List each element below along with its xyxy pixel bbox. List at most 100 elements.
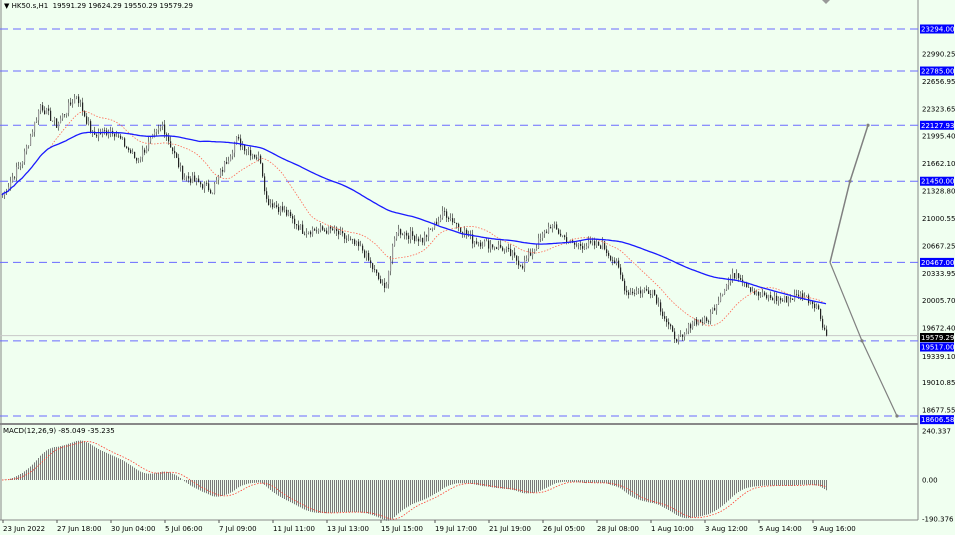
macd-tick-label: 0.00 — [922, 477, 938, 485]
candle-body — [124, 138, 126, 147]
candle-body — [324, 229, 326, 231]
candle-body — [488, 240, 490, 249]
candle-body — [82, 102, 84, 112]
candle-body — [786, 296, 788, 303]
candle-body — [284, 209, 286, 211]
candle-body — [754, 291, 756, 295]
candle-body — [784, 296, 786, 301]
candle-body — [560, 233, 562, 236]
candle-body — [30, 135, 32, 146]
candle-body — [782, 300, 784, 301]
candle-body — [322, 226, 324, 230]
candle-body — [422, 237, 424, 243]
candle-body — [22, 161, 24, 165]
candle-body — [372, 263, 374, 270]
candle-body — [524, 260, 526, 269]
candle-body — [778, 298, 780, 302]
candle-body — [414, 236, 416, 242]
candle-body — [584, 248, 586, 249]
price-tick-label: 21000.55 — [922, 215, 955, 223]
candle-body — [358, 241, 360, 247]
time-tick-label: 30 Jun 04:00 — [111, 525, 155, 533]
candle-body — [298, 225, 300, 230]
candle-body — [566, 237, 568, 243]
candle-body — [314, 229, 316, 231]
candle-body — [694, 319, 696, 322]
candle-body — [612, 260, 614, 262]
candle-body — [444, 211, 446, 212]
candle-body — [526, 258, 528, 261]
candle-body — [720, 295, 722, 302]
candle-body — [376, 269, 378, 273]
candle-body — [606, 249, 608, 253]
candle-body — [454, 222, 456, 223]
bullish-arrow-path — [829, 125, 869, 263]
candle-body — [774, 295, 776, 301]
level-price-badge — [920, 257, 954, 267]
candle-body — [430, 228, 432, 230]
candle-body — [236, 136, 238, 144]
candle-body — [250, 150, 252, 156]
candle-body — [466, 229, 468, 235]
dropdown-triangle-icon[interactable]: ▼ — [4, 2, 12, 10]
candle-body — [634, 293, 636, 294]
candle-body — [820, 309, 822, 319]
candle-body — [482, 246, 484, 247]
candle-body — [196, 178, 198, 182]
candle-body — [170, 141, 172, 148]
candle-body — [352, 239, 354, 241]
candle-body — [688, 324, 690, 332]
candle-body — [390, 260, 392, 272]
candle-body — [748, 286, 750, 288]
candle-body — [374, 269, 376, 270]
candle-body — [180, 165, 182, 168]
level-price-badge — [920, 342, 954, 352]
candle-body — [452, 218, 454, 223]
candle-body — [458, 223, 460, 228]
candle-body — [46, 108, 48, 115]
candle-body — [666, 318, 668, 323]
candle-body — [368, 252, 370, 261]
candle-body — [140, 157, 142, 160]
candle-body — [370, 260, 372, 264]
candle-body — [350, 238, 352, 240]
candle-body — [742, 279, 744, 283]
candle-body — [190, 178, 192, 183]
price-tick-label: 20667.25 — [922, 242, 955, 250]
candle-body — [486, 240, 488, 242]
candle-body — [290, 212, 292, 217]
candle-body — [740, 278, 742, 280]
candle-body — [520, 265, 522, 266]
candle-body — [12, 177, 14, 182]
candle-body — [128, 148, 130, 151]
candle-body — [628, 292, 630, 295]
candle-body — [564, 235, 566, 238]
candle-body — [582, 246, 584, 249]
time-tick-label: 11 Jul 11:00 — [273, 525, 315, 533]
candle-body — [686, 331, 688, 334]
candle-body — [296, 224, 298, 226]
candle-body — [24, 151, 26, 162]
time-tick-label: 26 Jul 05:00 — [543, 525, 585, 533]
candle-body — [116, 135, 118, 137]
candle-body — [98, 132, 100, 137]
price-tick-label: 22656.95 — [922, 78, 955, 86]
candle-body — [484, 241, 486, 247]
candle-body — [206, 183, 208, 184]
candle-body — [312, 229, 314, 235]
candle-body — [84, 111, 86, 117]
candle-body — [610, 255, 612, 261]
candle-body — [554, 224, 556, 226]
candle-body — [38, 110, 40, 121]
candle-body — [162, 124, 164, 127]
candle-body — [136, 157, 138, 161]
candle-body — [210, 190, 212, 194]
candle-body — [472, 234, 474, 244]
candle-body — [308, 231, 310, 233]
price-tick-label: 21328.80 — [922, 188, 955, 196]
candle-body — [360, 245, 362, 247]
time-tick-label: 28 Jul 08:00 — [597, 525, 639, 533]
candle-body — [14, 177, 16, 179]
candle-body — [218, 176, 220, 180]
